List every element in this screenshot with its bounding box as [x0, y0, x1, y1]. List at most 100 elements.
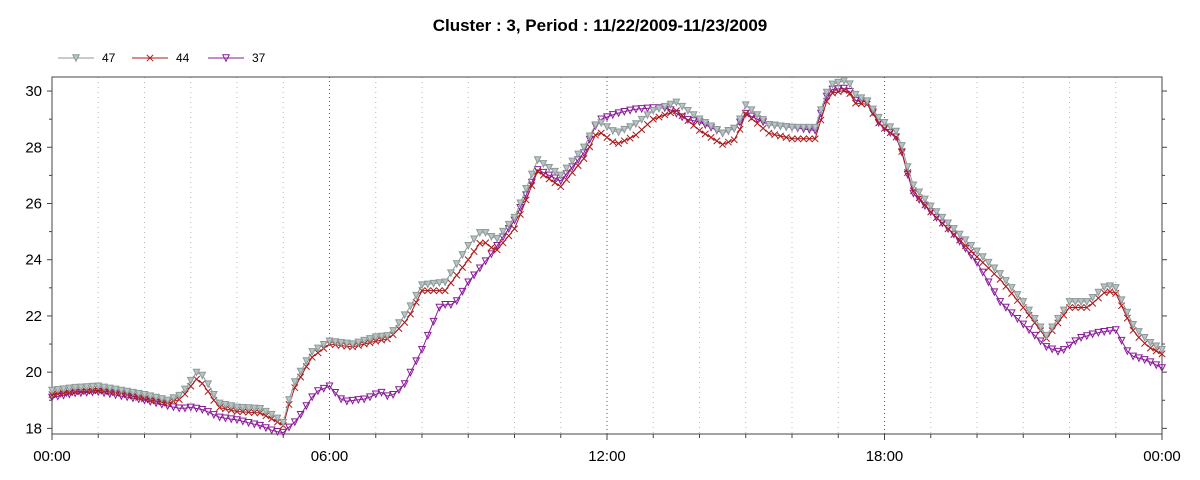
- data-point: [1083, 303, 1091, 312]
- data-point: [516, 210, 524, 218]
- data-point: [874, 113, 883, 122]
- data-point: [59, 385, 68, 394]
- data-point: [909, 181, 918, 190]
- data-point: [412, 291, 421, 300]
- data-point: [279, 419, 288, 428]
- data-point: [661, 111, 669, 119]
- data-point: [221, 54, 231, 63]
- data-point: [1152, 347, 1160, 355]
- data-point: [111, 385, 120, 394]
- data-point: [759, 116, 768, 125]
- data-point: [244, 404, 253, 413]
- data-point: [1007, 309, 1016, 318]
- data-point: [1111, 326, 1120, 335]
- data-point: [481, 257, 490, 266]
- data-point: [117, 386, 126, 395]
- data-point: [649, 115, 657, 123]
- data-point: [82, 383, 91, 392]
- data-point: [1134, 328, 1143, 337]
- data-point: [232, 416, 242, 425]
- data-point: [232, 403, 242, 412]
- data-point: [747, 106, 756, 115]
- data-point: [186, 376, 195, 385]
- data-point: [256, 421, 265, 430]
- data-point: [950, 230, 958, 238]
- data-point: [875, 119, 883, 127]
- data-point: [1071, 337, 1080, 346]
- data-point: [637, 115, 646, 124]
- data-point: [319, 341, 328, 350]
- data-point: [886, 123, 895, 132]
- data-point: [932, 213, 941, 222]
- data-point: [290, 418, 299, 427]
- data-point: [424, 287, 432, 295]
- data-point: [458, 287, 467, 296]
- data-point: [1077, 298, 1086, 307]
- data-point: [221, 400, 230, 409]
- data-point: [539, 160, 548, 169]
- data-point: [845, 80, 854, 89]
- data-point: [401, 318, 409, 326]
- data-point: [765, 129, 773, 137]
- data-point: [383, 332, 392, 341]
- data-point: [545, 163, 554, 172]
- data-point: [470, 235, 479, 244]
- data-point: [1048, 345, 1057, 354]
- legend-label: 37: [252, 51, 266, 65]
- data-point: [71, 383, 80, 392]
- data-point: [221, 414, 230, 423]
- data-point: [794, 135, 802, 143]
- data-point: [533, 156, 542, 165]
- data-point: [996, 270, 1005, 279]
- data-point: [741, 101, 750, 110]
- data-point: [215, 399, 224, 408]
- data-point: [1013, 315, 1022, 324]
- data-point: [828, 89, 837, 97]
- data-point: [602, 123, 612, 132]
- data-point: [53, 386, 62, 395]
- data-point: [331, 338, 340, 347]
- data-point: [1077, 303, 1085, 312]
- data-point: [100, 383, 109, 392]
- data-point: [1001, 303, 1010, 312]
- data-point: [47, 386, 57, 395]
- data-point: [1025, 306, 1034, 315]
- data-point: [585, 132, 594, 141]
- data-point: [990, 270, 998, 278]
- data-point: [920, 195, 929, 204]
- data-point: [476, 239, 484, 247]
- data-point: [313, 387, 322, 396]
- data-point: [580, 154, 588, 163]
- data-point: [441, 287, 449, 295]
- data-point: [435, 303, 444, 312]
- data-point: [510, 213, 519, 222]
- data-point: [134, 389, 143, 398]
- data-point: [1111, 284, 1120, 293]
- data-point: [892, 133, 900, 141]
- data-point: [140, 390, 149, 399]
- data-point: [94, 382, 103, 391]
- data-point: [626, 134, 634, 142]
- legend-item-47: 47: [58, 51, 116, 65]
- data-point: [209, 390, 218, 399]
- data-point: [1123, 347, 1132, 356]
- data-point: [591, 121, 600, 130]
- data-point: [776, 122, 785, 131]
- data-point: [412, 357, 421, 366]
- data-point: [741, 109, 750, 118]
- data-point: [1048, 323, 1057, 332]
- data-point: [1088, 330, 1097, 339]
- data-point: [539, 171, 547, 179]
- data-point: [389, 327, 398, 336]
- data-point: [534, 167, 542, 175]
- data-point: [296, 410, 305, 419]
- data-point: [782, 133, 790, 141]
- data-point: [857, 94, 866, 103]
- data-point: [655, 104, 664, 113]
- data-point: [250, 420, 259, 429]
- data-point: [285, 423, 294, 432]
- data-point: [105, 384, 114, 393]
- data-point: [631, 105, 640, 114]
- data-point: [799, 123, 808, 132]
- data-point: [88, 382, 97, 391]
